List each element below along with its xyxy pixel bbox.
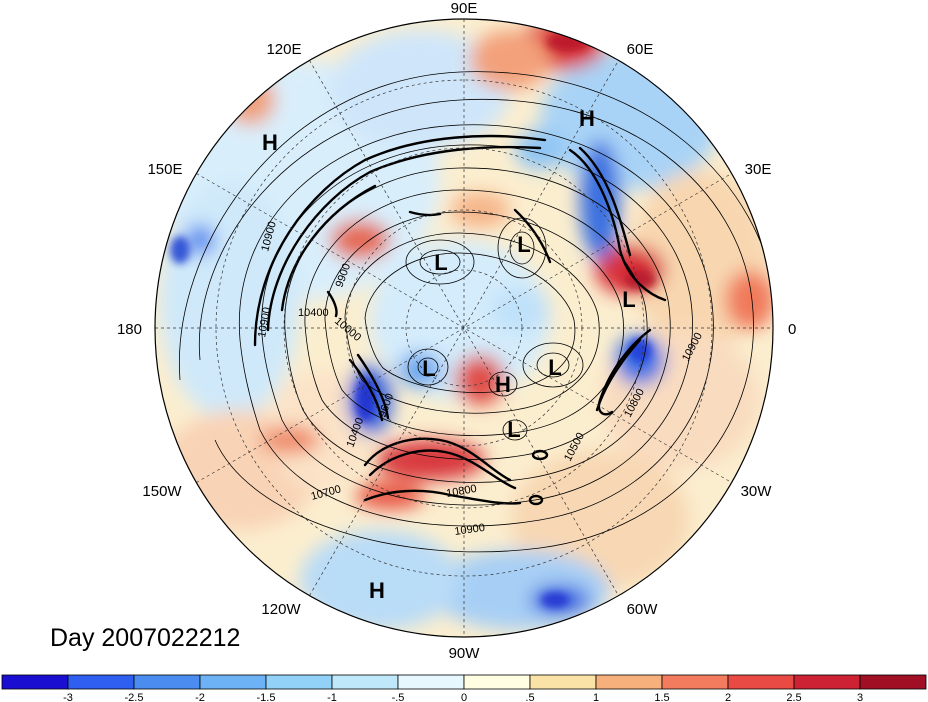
lon-label: 120E [266, 41, 301, 58]
colorbar-tick-label: -2 [195, 692, 205, 702]
low-pressure-center: L [422, 356, 435, 381]
colorbar-box [859, 674, 927, 690]
colorbar-tick-label: 2.5 [786, 692, 801, 702]
pressure-centers: H H H H L L L L L L [262, 106, 636, 603]
lon-label: 60W [627, 601, 659, 618]
colorbar-boxes [1, 674, 927, 690]
colorbar-box [595, 674, 663, 690]
colorbar-tick-label: -2.5 [125, 692, 144, 702]
anomaly-shading [155, 19, 773, 637]
colorbar-tick-label: 0 [461, 692, 467, 702]
colorbar-box [265, 674, 333, 690]
colorbar-box [463, 674, 531, 690]
lon-label: 30E [745, 161, 772, 178]
high-pressure-center: H [262, 130, 278, 155]
colorbar-tick-label: .5 [525, 692, 534, 702]
lon-label: 90W [449, 645, 481, 662]
colorbar-box [331, 674, 399, 690]
lon-label: 90E [451, 0, 478, 17]
colorbar-tick-label: -3 [63, 692, 73, 702]
high-pressure-center: H [369, 578, 385, 603]
low-pressure-center: L [507, 417, 520, 442]
low-pressure-center: L [517, 232, 530, 257]
colorbar-box [67, 674, 135, 690]
colorbar-box [199, 674, 267, 690]
colorbar-box [133, 674, 201, 690]
contour-label: 10800 [445, 483, 477, 500]
colorbar-tick-label: -1 [327, 692, 337, 702]
longitude-labels: 90E 60E 30E 0 30W 60W 90W 120W 150W 180 … [117, 0, 796, 662]
colorbar-tick-label: -.5 [392, 692, 405, 702]
colorbar-box [1, 674, 69, 690]
high-pressure-center: H [495, 372, 511, 397]
colorbar-box [793, 674, 861, 690]
lon-label: 30W [741, 483, 773, 500]
low-pressure-center: L [622, 287, 635, 312]
lon-label: 120W [261, 601, 301, 618]
contour-label: 10400 [298, 307, 329, 319]
lon-label: 0 [788, 321, 796, 338]
jet-streak-contours [253, 134, 667, 506]
day-label: Day 2007022212 [50, 624, 240, 652]
colorbar-tick-label: 1.5 [654, 692, 669, 702]
lon-label: 150E [147, 161, 182, 178]
low-pressure-center: L [434, 250, 447, 275]
lon-label: 150W [142, 483, 182, 500]
map-boundary [154, 18, 774, 638]
contour-label: 10900 [256, 306, 273, 338]
colorbar-ticks: -3 -2.5 -2 -1.5 -1 -.5 0 .5 1 1.5 2 2.5 3 [63, 692, 863, 702]
colorbar-tick-label: -1.5 [257, 692, 276, 702]
colorbar-box [727, 674, 795, 690]
lon-label: 180 [117, 321, 142, 338]
high-pressure-center: H [579, 106, 595, 131]
graticule [155, 19, 773, 637]
colorbar-tick-label: 2 [725, 692, 731, 702]
colorbar-box [397, 674, 465, 690]
colorbar: -3 -2.5 -2 -1.5 -1 -.5 0 .5 1 1.5 2 2.5 3 [1, 674, 927, 702]
lon-label: 60E [627, 41, 654, 58]
contour-label: 10900 [454, 522, 486, 538]
colorbar-box [661, 674, 729, 690]
colorbar-tick-label: 3 [857, 692, 863, 702]
colorbar-tick-label: 1 [593, 692, 599, 702]
low-pressure-center: L [548, 355, 561, 380]
colorbar-box [529, 674, 597, 690]
